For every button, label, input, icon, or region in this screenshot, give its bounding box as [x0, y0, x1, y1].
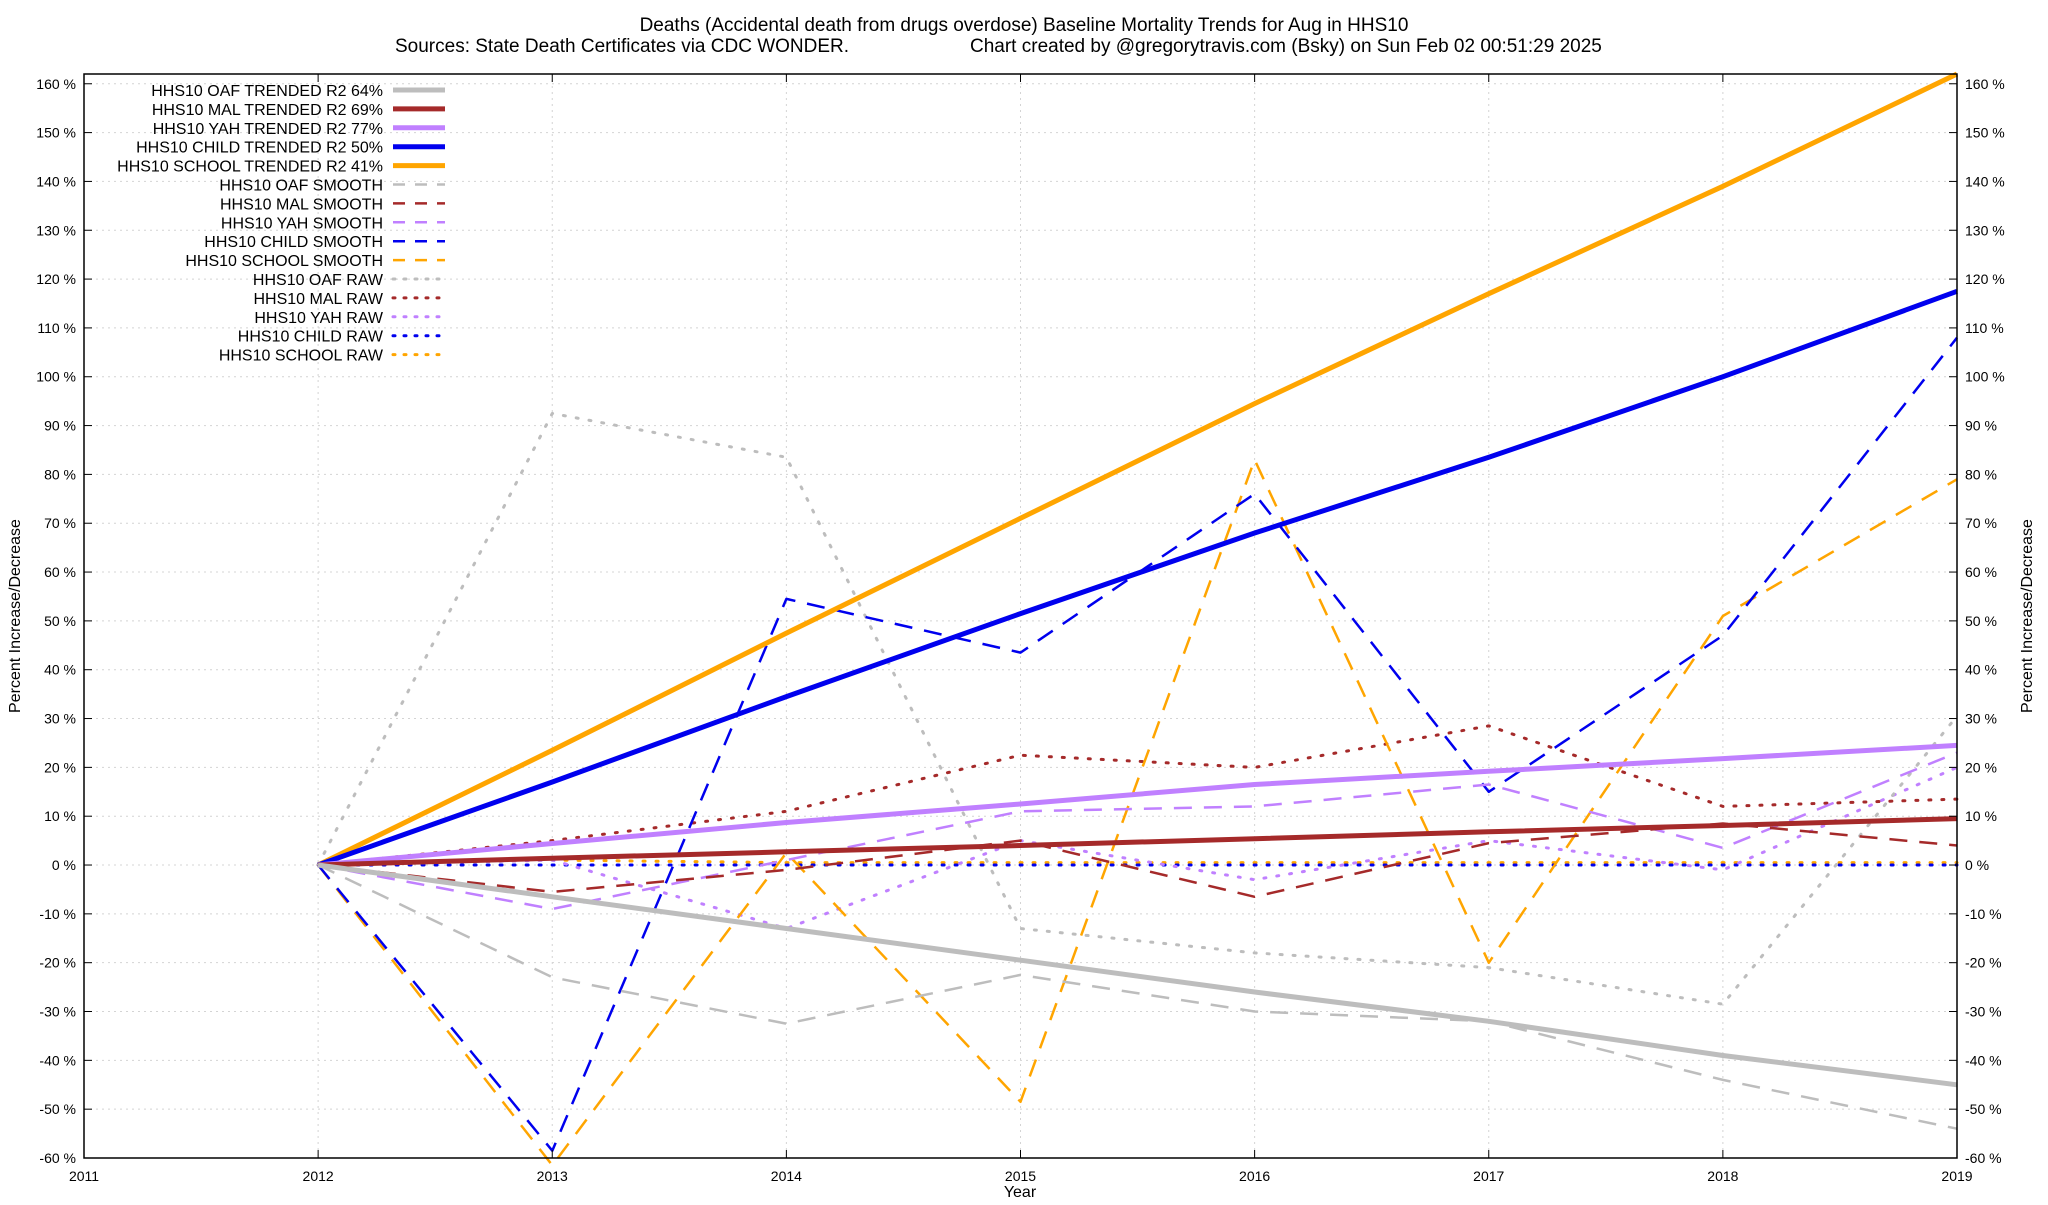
x-tick-label: 2012: [303, 1168, 334, 1184]
legend-label: HHS10 CHILD TRENDED R2 50%: [136, 140, 383, 157]
series-line-hhs10-yah-raw: [316, 765, 1959, 930]
chart-subtitle-credit: Chart created by @gregorytravis.com (Bsk…: [970, 36, 1602, 57]
y-tick-label-left: -60 %: [39, 1150, 76, 1166]
legend-label: HHS10 OAF SMOOTH: [219, 178, 383, 195]
y-tick-label-left: 40 %: [44, 662, 76, 678]
y-tick-label-left: 150 %: [36, 125, 76, 141]
series-line-hhs10-mal-raw: [316, 724, 1959, 867]
y-tick-label-left: 140 %: [36, 173, 76, 189]
legend-label: HHS10 MAL SMOOTH: [220, 196, 383, 213]
y-tick-label-right: 140 %: [1965, 173, 2005, 189]
x-tick-label: 2017: [1473, 1168, 1504, 1184]
y-tick-label-right: 70 %: [1965, 515, 1997, 531]
y-tick-label-right: 0 %: [1965, 857, 1989, 873]
legend-label: HHS10 CHILD RAW: [238, 329, 384, 346]
legend-label: HHS10 OAF RAW: [253, 272, 384, 289]
y-tick-label-left: 80 %: [44, 466, 76, 482]
y-tick-label-right: -20 %: [1965, 955, 2002, 971]
y-tick-label-left: 100 %: [36, 369, 76, 385]
y-tick-label-right: -10 %: [1965, 906, 2002, 922]
legend-label: HHS10 MAL TRENDED R2 69%: [152, 102, 383, 119]
x-tick-label: 2011: [69, 1168, 99, 1184]
y-tick-label-right: 10 %: [1965, 808, 1997, 824]
y-tick-label-left: -40 %: [39, 1052, 76, 1068]
y-tick-label-right: 100 %: [1965, 369, 2005, 385]
y-tick-label-left: 60 %: [44, 564, 76, 580]
legend-label: HHS10 YAH RAW: [254, 310, 384, 327]
x-tick-label: 2016: [1239, 1168, 1270, 1184]
legend-label: HHS10 CHILD SMOOTH: [204, 234, 383, 251]
y-tick-label-right: 20 %: [1965, 759, 1997, 775]
y-tick-label-left: 120 %: [36, 271, 76, 287]
legend-label: HHS10 YAH SMOOTH: [221, 215, 383, 232]
y-tick-label-left: -10 %: [39, 906, 76, 922]
legend-label: HHS10 SCHOOL TRENDED R2 41%: [117, 159, 383, 176]
series-line-hhs10-mal-trended-r2-69: [318, 816, 1958, 868]
y-tick-label-left: 20 %: [44, 759, 76, 775]
y-tick-label-right: 30 %: [1965, 711, 1997, 727]
y-tick-label-right: -60 %: [1965, 1150, 2002, 1166]
y-tick-label-right: 90 %: [1965, 418, 1997, 434]
y-tick-label-right: -50 %: [1965, 1101, 2002, 1117]
y-tick-label-left: 10 %: [44, 808, 76, 824]
x-tick-label: 2015: [1005, 1168, 1036, 1184]
y-tick-label-right: 130 %: [1965, 222, 2005, 238]
y-tick-label-left: -30 %: [39, 1004, 76, 1020]
y-tick-label-left: -50 %: [39, 1101, 76, 1117]
x-tick-label: 2018: [1707, 1168, 1738, 1184]
chart-subtitle-source: Sources: State Death Certificates via CD…: [395, 36, 849, 57]
series-line-hhs10-oaf-smooth: [317, 863, 1958, 1130]
series-line-hhs10-school-trended-r2-41: [317, 71, 1959, 868]
chart-title: Deaths (Accidental death from drugs over…: [640, 15, 1409, 36]
y-tick-label-right: 60 %: [1965, 564, 1997, 580]
y-tick-label-left: 130 %: [36, 222, 76, 238]
y-tick-label-left: 160 %: [36, 76, 76, 92]
y-tick-label-left: 30 %: [44, 711, 76, 727]
series-line-hhs10-yah-trended-r2-77: [317, 742, 1958, 868]
y-tick-label-right: 80 %: [1965, 466, 1997, 482]
x-tick-label: 2019: [1941, 1168, 1972, 1184]
y-tick-label-right: 160 %: [1965, 76, 2005, 92]
y-tick-label-left: 50 %: [44, 613, 76, 629]
y-tick-label-left: 70 %: [44, 515, 76, 531]
y-tick-label-right: 150 %: [1965, 125, 2005, 141]
y-tick-label-right: 110 %: [1965, 320, 2004, 336]
y-tick-label-right: 120 %: [1965, 271, 2005, 287]
series-line-hhs10-oaf-raw: [316, 411, 1959, 1006]
series-line-hhs10-oaf-trended-r2-64: [317, 862, 1958, 1088]
axis-layer: -60 % -60 % -50 % -50 % -40 % -40 % -30 % -30 %…: [36, 74, 2005, 1184]
y-tick-label-left: 110 %: [37, 320, 76, 336]
legend-label: HHS10 OAF TRENDED R2 64%: [151, 83, 383, 100]
legend-label: HHS10 SCHOOL RAW: [219, 348, 384, 365]
legend: HHS10 OAF TRENDED R2 64% HHS10 MAL TRENDE…: [117, 83, 447, 365]
series-line-hhs10-child-trended-r2-50: [317, 288, 1958, 868]
legend-label: HHS10 YAH TRENDED R2 77%: [153, 121, 383, 138]
y-tick-label-left: 90 %: [44, 418, 76, 434]
series-line-hhs10-school-raw: [316, 858, 1959, 867]
series-line-hhs10-school-smooth: [317, 458, 1958, 1167]
y-axis-label-right: Percent Increase/Decrease: [2019, 519, 2036, 713]
y-tick-label-right: 50 %: [1965, 613, 1997, 629]
series-layer: [316, 71, 1959, 1167]
y-tick-label-right: -30 %: [1965, 1004, 2002, 1020]
y-tick-label-left: -20 %: [39, 955, 76, 971]
x-tick-label: 2013: [537, 1168, 568, 1184]
y-axis-label-left: Percent Increase/Decrease: [7, 519, 24, 713]
x-axis-label: Year: [1004, 1184, 1037, 1200]
y-tick-label-left: 0 %: [52, 857, 76, 873]
legend-label: HHS10 SCHOOL SMOOTH: [185, 253, 383, 270]
y-tick-label-right: 40 %: [1965, 662, 1997, 678]
x-tick-label: 2014: [771, 1168, 802, 1184]
legend-label: HHS10 MAL RAW: [253, 291, 383, 308]
y-tick-label-right: -40 %: [1965, 1052, 2002, 1068]
